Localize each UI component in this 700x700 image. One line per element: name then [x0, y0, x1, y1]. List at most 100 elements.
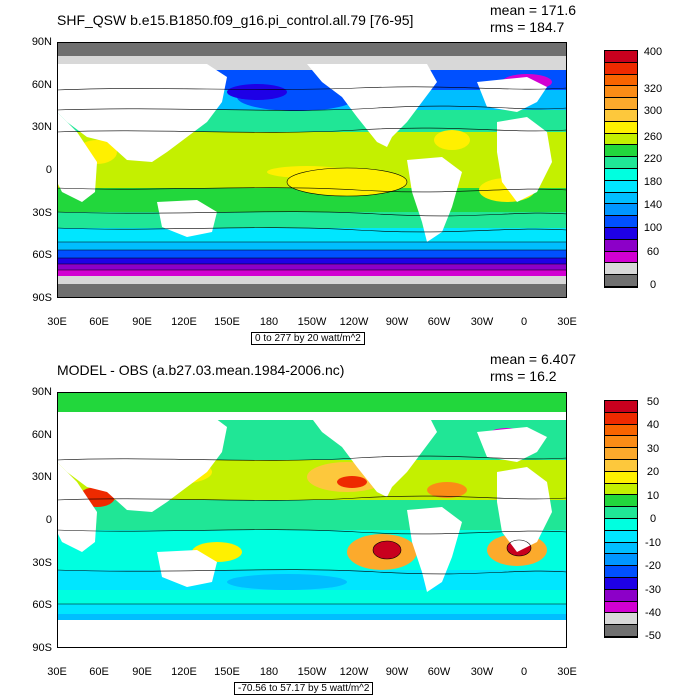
- colorbar-label: -50: [645, 630, 661, 642]
- lat-tick-label: 90S: [32, 642, 52, 654]
- lon-tick-label: 0: [520, 316, 528, 328]
- colorbar-label: 180: [643, 176, 663, 188]
- colorbar-swatch: [605, 180, 637, 193]
- colorbar-swatch: [605, 519, 637, 531]
- lon-tick-label: 90E: [132, 316, 152, 328]
- colorbar-swatch: [605, 542, 637, 555]
- lat-tick-label: 90S: [32, 292, 52, 304]
- colorbar-label: -40: [645, 607, 661, 619]
- colorbar-swatch: [605, 601, 637, 614]
- colorbar-swatch: [605, 412, 637, 425]
- colorbar-swatch: [605, 98, 637, 110]
- colorbar-swatch: [605, 86, 637, 99]
- colorbar-swatch: [605, 169, 637, 181]
- panel1-colorbar: [604, 50, 638, 288]
- lat-tick-label: 60N: [31, 429, 52, 441]
- lat-tick-label: 60S: [32, 599, 52, 611]
- lon-tick-label: 60E: [89, 316, 109, 328]
- lat-tick-label: 60N: [31, 79, 52, 91]
- colorbar-swatch: [605, 251, 637, 264]
- lon-tick-label: 90W: [385, 666, 409, 678]
- lon-tick-label: 150E: [214, 316, 240, 328]
- panel1-title: SHF_QSW b.e15.B1850.f09_g16.pi_control.a…: [57, 12, 414, 28]
- lon-tick-label: 90W: [385, 316, 409, 328]
- lon-tick-label: 60W: [427, 666, 451, 678]
- colorbar-swatch: [605, 554, 637, 567]
- lat-tick-label: 0: [45, 514, 52, 526]
- lat-tick-label: 0: [45, 164, 52, 176]
- lon-tick-label: 60W: [427, 316, 451, 328]
- lon-tick-label: 30W: [470, 316, 494, 328]
- lon-tick-label: 0: [520, 666, 528, 678]
- lon-tick-label: 30E: [557, 666, 577, 678]
- lon-tick-label: 120W: [339, 316, 369, 328]
- lon-tick-label: 150E: [214, 666, 240, 678]
- panel2-title: MODEL - OBS (a.b27.03.mean.1984-2006.nc): [57, 362, 345, 378]
- colorbar-label: -10: [645, 537, 661, 549]
- lon-tick-label: 120E: [171, 666, 197, 678]
- colorbar-label: 0: [649, 513, 657, 525]
- colorbar-swatch: [605, 401, 637, 413]
- colorbar-swatch: [605, 495, 637, 508]
- lat-tick-label: 30N: [31, 121, 52, 133]
- colorbar-swatch: [605, 471, 637, 484]
- colorbar-swatch: [605, 62, 637, 75]
- colorbar-label: 40: [646, 419, 660, 431]
- colorbar-swatch: [605, 263, 637, 276]
- colorbar-label: 50: [646, 396, 660, 408]
- panel2-colorbar: [604, 400, 638, 638]
- colorbar-swatch: [605, 589, 637, 602]
- colorbar-swatch: [605, 613, 637, 626]
- colorbar-swatch: [605, 228, 637, 240]
- lon-tick-label: 180: [259, 316, 279, 328]
- colorbar-label: 400: [643, 46, 663, 58]
- colorbar-swatch: [605, 157, 637, 169]
- panel2-contour-range: -70.56 to 57.17 by 5 watt/m^2: [234, 682, 374, 695]
- colorbar-label: 0: [649, 279, 657, 291]
- lon-tick-label: 150W: [297, 666, 327, 678]
- colorbar-swatch: [605, 51, 637, 63]
- colorbar-swatch: [605, 578, 637, 590]
- colorbar-swatch: [605, 625, 637, 637]
- colorbar-swatch: [605, 121, 637, 134]
- colorbar-swatch: [605, 424, 637, 437]
- colorbar-label: -20: [645, 560, 661, 572]
- panel1-rms: rms = 184.7: [490, 19, 565, 35]
- panel2-rms: rms = 16.2: [490, 368, 557, 384]
- colorbar-label: 220: [643, 153, 663, 165]
- lon-tick-label: 90E: [132, 666, 152, 678]
- colorbar-swatch: [605, 145, 637, 158]
- colorbar-label: 20: [646, 466, 660, 478]
- colorbar-swatch: [605, 566, 637, 578]
- lon-tick-label: 120W: [339, 666, 369, 678]
- colorbar-label: 100: [643, 222, 663, 234]
- colorbar-label: 140: [643, 199, 663, 211]
- lat-tick-label: 30S: [32, 557, 52, 569]
- colorbar-swatch: [605, 530, 637, 543]
- panel1-contour-range: 0 to 277 by 20 watt/m^2: [251, 332, 365, 345]
- lat-tick-label: 90N: [31, 36, 52, 48]
- lon-tick-label: 180: [259, 666, 279, 678]
- colorbar-label: 300: [643, 105, 663, 117]
- colorbar-swatch: [605, 436, 637, 449]
- panel1-map: [57, 42, 567, 298]
- colorbar-swatch: [605, 216, 637, 228]
- colorbar-label: 320: [643, 83, 663, 95]
- colorbar-label: 260: [643, 131, 663, 143]
- colorbar-label: 10: [646, 490, 660, 502]
- colorbar-label: 30: [646, 443, 660, 455]
- lon-tick-label: 150W: [297, 316, 327, 328]
- lat-tick-label: 90N: [31, 386, 52, 398]
- lon-tick-label: 30W: [470, 666, 494, 678]
- colorbar-swatch: [605, 460, 637, 472]
- lon-tick-label: 30E: [557, 316, 577, 328]
- lon-tick-label: 30E: [47, 666, 67, 678]
- lat-tick-label: 30N: [31, 471, 52, 483]
- colorbar-swatch: [605, 483, 637, 496]
- colorbar-label: -30: [645, 584, 661, 596]
- lon-tick-label: 120E: [171, 316, 197, 328]
- colorbar-swatch: [605, 133, 637, 146]
- colorbar-swatch: [605, 74, 637, 87]
- lon-tick-label: 60E: [89, 666, 109, 678]
- colorbar-swatch: [605, 110, 637, 122]
